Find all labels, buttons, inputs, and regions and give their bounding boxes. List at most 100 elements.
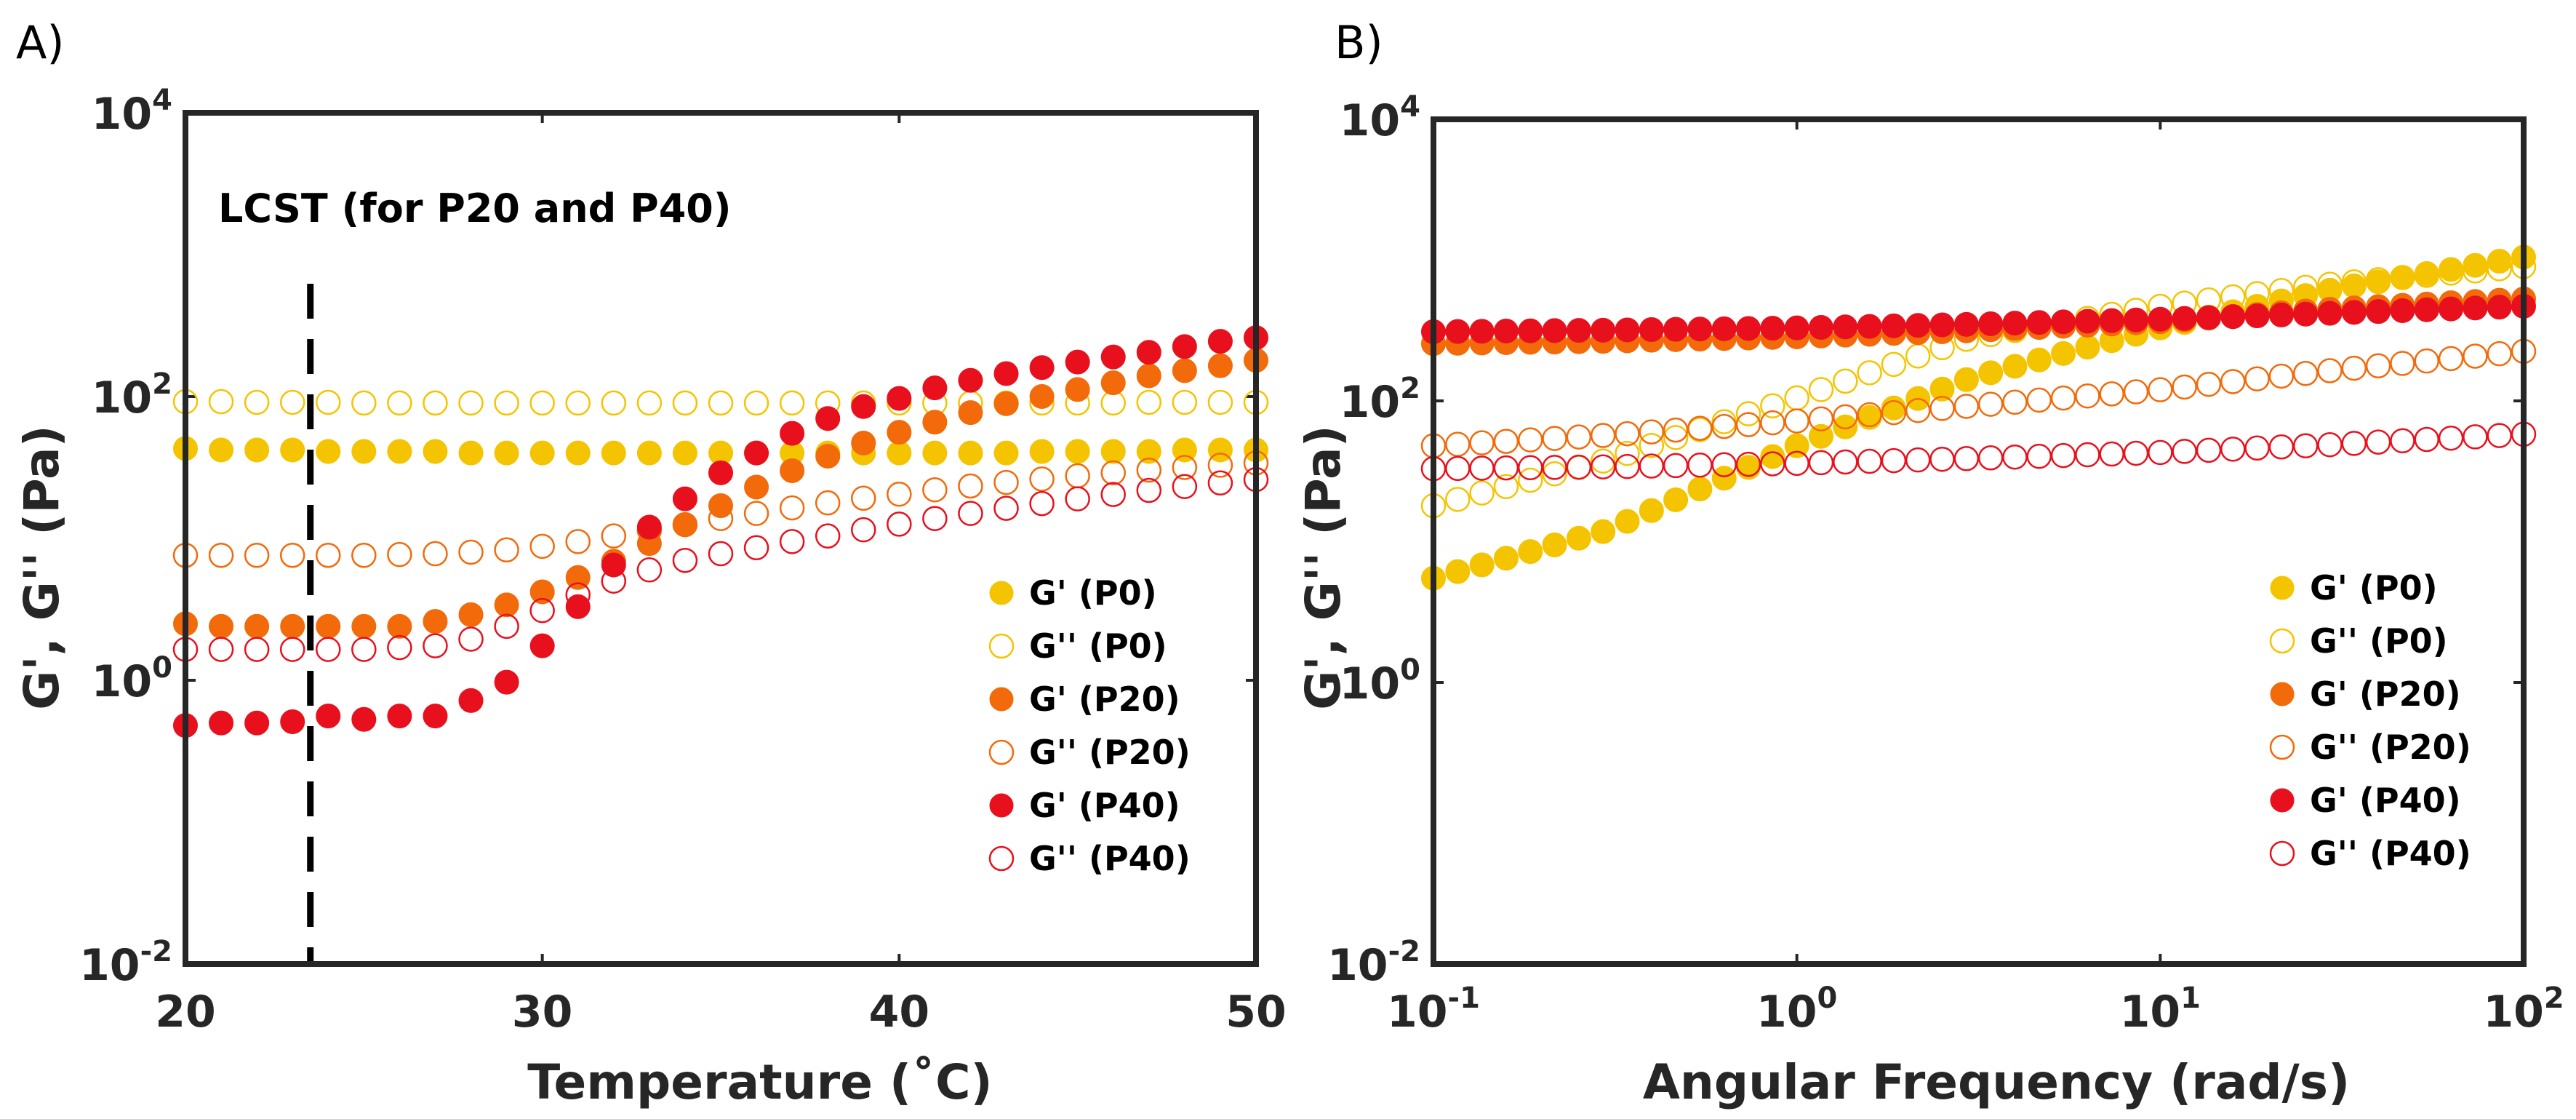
data-point <box>1663 316 1689 342</box>
legend-marker <box>2269 628 2295 654</box>
data-point <box>529 533 555 560</box>
data-point <box>2414 348 2440 374</box>
data-point <box>1639 317 1664 343</box>
legend-marker <box>2269 734 2295 760</box>
legend-marker <box>2270 576 2295 600</box>
data-point <box>780 421 805 446</box>
data-point <box>351 542 377 568</box>
data-point <box>1735 451 1761 477</box>
data-point <box>244 613 270 639</box>
data-point <box>565 529 591 554</box>
data-point <box>1881 351 1907 378</box>
data-point <box>2051 309 2076 335</box>
data-point <box>1590 423 1616 448</box>
data-point <box>2268 302 2294 327</box>
data-point <box>672 547 698 573</box>
data-point <box>208 637 234 662</box>
data-point <box>2268 434 2295 460</box>
data-point <box>458 626 484 652</box>
data-point <box>815 523 841 549</box>
data-point <box>2220 369 2246 394</box>
y-tick-exponent: -2 <box>140 935 172 968</box>
data-point <box>2317 431 2343 458</box>
data-point <box>1639 419 1665 445</box>
panel-b-label: B) <box>1335 16 1383 69</box>
data-point <box>1711 413 1737 439</box>
data-point <box>244 437 270 463</box>
data-point <box>2026 347 2052 373</box>
data-point <box>743 535 769 561</box>
data-point <box>2414 426 2440 453</box>
data-point <box>1808 314 1833 340</box>
data-point <box>244 637 270 662</box>
data-point <box>1929 376 1955 402</box>
data-point <box>1639 498 1664 523</box>
data-point <box>851 517 876 543</box>
data-point <box>1615 317 1640 343</box>
data-point <box>1857 448 1882 474</box>
data-point <box>1953 446 1980 471</box>
data-point <box>851 394 876 419</box>
data-point <box>815 406 841 431</box>
data-point <box>316 542 341 568</box>
data-point <box>2099 441 2124 467</box>
x-tick-exponent: 1 <box>2180 981 2201 1015</box>
data-point <box>779 529 805 554</box>
data-point <box>209 710 234 736</box>
data-point <box>494 592 519 618</box>
data-point <box>1663 417 1689 443</box>
data-point <box>1493 429 1519 454</box>
data-point <box>1136 477 1162 503</box>
data-point <box>2124 307 2149 332</box>
data-point <box>2341 300 2367 325</box>
data-point <box>2414 297 2439 322</box>
data-point <box>1905 397 1931 423</box>
data-point <box>1905 313 1931 338</box>
data-point <box>1029 384 1055 409</box>
data-point <box>1566 454 1592 480</box>
data-point <box>708 506 734 531</box>
data-point <box>2463 343 2488 369</box>
data-point <box>1065 439 1090 464</box>
data-point <box>1100 439 1126 464</box>
data-point <box>2026 443 2052 469</box>
data-point <box>1784 385 1809 411</box>
data-point <box>387 439 412 464</box>
data-point <box>351 390 377 416</box>
data-point <box>1760 410 1785 436</box>
data-point <box>2463 424 2488 450</box>
data-point <box>672 486 697 511</box>
data-point <box>2268 363 2295 389</box>
data-point <box>565 390 591 416</box>
data-point <box>993 440 1019 466</box>
data-point <box>744 440 769 466</box>
legend-label: G' (P20) <box>2310 674 2461 714</box>
data-point <box>1760 451 1785 477</box>
data-point <box>1590 448 1616 474</box>
series-g-p0 <box>1421 244 2536 591</box>
data-point <box>2463 252 2488 278</box>
data-point <box>2172 439 2197 464</box>
data-point <box>316 389 341 415</box>
data-point <box>2487 249 2512 274</box>
data-point <box>1687 415 1713 441</box>
data-point <box>2196 305 2221 330</box>
data-point <box>2463 258 2488 284</box>
legend-marker <box>988 845 1015 872</box>
data-point <box>1929 396 1955 421</box>
data-point <box>1687 477 1713 502</box>
data-point <box>316 439 341 464</box>
data-point <box>529 597 555 624</box>
data-point <box>351 613 377 639</box>
data-point <box>2292 433 2319 458</box>
data-point <box>2414 263 2440 288</box>
data-point <box>1833 404 1858 430</box>
x-tick-label: 40 <box>869 987 930 1038</box>
data-point <box>1929 446 1955 472</box>
x-tick-exponent: 0 <box>1817 981 1837 1015</box>
data-point <box>2196 371 2222 397</box>
data-point <box>1542 455 1567 480</box>
data-point <box>1977 391 2004 417</box>
data-point <box>2002 354 2028 379</box>
data-point <box>1978 311 2004 336</box>
